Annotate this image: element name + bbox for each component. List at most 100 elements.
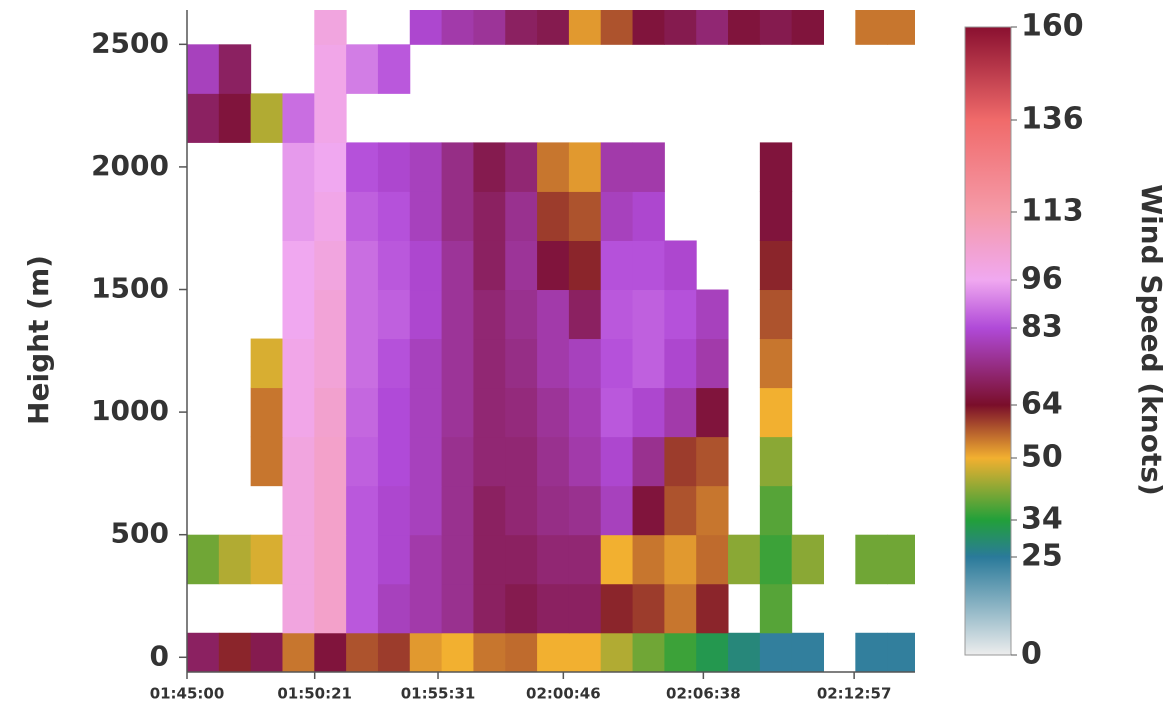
heatmap-cell bbox=[632, 485, 665, 536]
heatmap-cell bbox=[632, 142, 665, 192]
heatmap-cell bbox=[664, 240, 697, 291]
heatmap-cell bbox=[759, 338, 793, 389]
heatmap-cell bbox=[473, 436, 506, 487]
heatmap-cell bbox=[346, 485, 379, 536]
heatmap-cell bbox=[441, 338, 474, 389]
x-tick-label: 01:50:21 bbox=[277, 685, 352, 703]
colorbar-tick-label: 96 bbox=[1021, 262, 1063, 297]
heatmap-cell bbox=[664, 289, 697, 340]
heatmap-cell bbox=[568, 142, 602, 192]
heatmap-cell bbox=[314, 583, 347, 634]
heatmap-cell bbox=[282, 632, 315, 672]
heatmap-cell bbox=[537, 289, 570, 340]
heatmap-cell bbox=[696, 583, 729, 634]
heatmap-cell bbox=[314, 240, 347, 291]
x-tick-label: 01:55:31 bbox=[401, 685, 476, 703]
heatmap-cell bbox=[664, 10, 697, 45]
colorbar-tick-label: 113 bbox=[1021, 194, 1084, 229]
heatmap-cell bbox=[346, 632, 379, 672]
heatmap-cell bbox=[473, 142, 506, 192]
heatmap-cell bbox=[218, 44, 252, 94]
heatmap-cell bbox=[505, 240, 538, 291]
heatmap-cell bbox=[664, 583, 697, 634]
colorbar bbox=[964, 26, 1012, 656]
heatmap-cell bbox=[314, 142, 347, 192]
heatmap-cell bbox=[441, 485, 474, 536]
heatmap-cell bbox=[505, 632, 538, 672]
heatmap-cell bbox=[282, 436, 315, 487]
heatmap-cell bbox=[664, 632, 697, 672]
heatmap-cell bbox=[346, 240, 379, 291]
heatmap-cell bbox=[759, 632, 793, 672]
heatmap-cell bbox=[314, 289, 347, 340]
heatmap-cell bbox=[568, 191, 602, 241]
heatmap-cell bbox=[250, 338, 283, 389]
heatmap-cell bbox=[346, 289, 379, 340]
heatmap-cell bbox=[696, 10, 729, 45]
heatmap-cell bbox=[759, 142, 793, 192]
heatmap-cell bbox=[473, 485, 506, 536]
heatmap-cell bbox=[696, 436, 729, 487]
heatmap-cell bbox=[600, 485, 634, 536]
heatmap-cell bbox=[505, 191, 538, 241]
heatmap-cell bbox=[728, 10, 761, 45]
heatmap-cell bbox=[473, 387, 506, 438]
heatmap-cell bbox=[250, 632, 283, 672]
heatmap-cell bbox=[600, 289, 634, 340]
heatmap-cell bbox=[759, 10, 793, 45]
y-tick-label: 1500 bbox=[91, 272, 169, 305]
heatmap-cell bbox=[314, 191, 347, 241]
heatmap-cell bbox=[696, 632, 729, 672]
heatmap-cell bbox=[377, 387, 411, 438]
heatmap-cell bbox=[473, 10, 506, 45]
heatmap-cell bbox=[473, 338, 506, 389]
heatmap-cell bbox=[409, 436, 443, 487]
heatmap-cell bbox=[314, 485, 347, 536]
heatmap-cell bbox=[314, 436, 347, 487]
heatmap-cell bbox=[537, 632, 570, 672]
colorbar-label: Wind Speed (knots) bbox=[1135, 184, 1168, 496]
heatmap-cell bbox=[887, 632, 915, 672]
heatmap-cell bbox=[441, 583, 474, 634]
x-tick-label: 01:45:00 bbox=[150, 685, 225, 703]
heatmap-cell bbox=[377, 289, 411, 340]
heatmap bbox=[187, 10, 915, 672]
heatmap-cell bbox=[887, 10, 915, 45]
heatmap-cell bbox=[218, 534, 252, 585]
heatmap-cell bbox=[314, 632, 347, 672]
heatmap-cell bbox=[314, 44, 347, 94]
heatmap-cell bbox=[537, 338, 570, 389]
y-tick-label: 2500 bbox=[91, 26, 169, 59]
heatmap-cell bbox=[250, 387, 283, 438]
x-tick-label: 02:06:38 bbox=[666, 685, 741, 703]
heatmap-cell bbox=[441, 632, 474, 672]
heatmap-cell bbox=[568, 387, 602, 438]
heatmap-cell bbox=[346, 338, 379, 389]
colorbar-tick-label: 160 bbox=[1021, 9, 1084, 44]
heatmap-cell bbox=[632, 338, 665, 389]
heatmap-cell bbox=[187, 632, 220, 672]
heatmap-cell bbox=[377, 338, 411, 389]
heatmap-cell bbox=[568, 338, 602, 389]
y-axis-label: Height (m) bbox=[22, 255, 55, 425]
heatmap-cell bbox=[473, 240, 506, 291]
heatmap-cell bbox=[441, 240, 474, 291]
heatmap-cell bbox=[409, 191, 443, 241]
heatmap-cell bbox=[600, 632, 634, 672]
heatmap-cell bbox=[505, 289, 538, 340]
heatmap-cell bbox=[537, 485, 570, 536]
heatmap-cell bbox=[632, 583, 665, 634]
heatmap-cell bbox=[282, 534, 315, 585]
heatmap-cell bbox=[600, 534, 634, 585]
heatmap-cell bbox=[377, 142, 411, 192]
heatmap-cell bbox=[759, 240, 793, 291]
heatmap-cell bbox=[250, 93, 283, 143]
heatmap-cell bbox=[377, 240, 411, 291]
heatmap-cell bbox=[759, 289, 793, 340]
colorbar-tick-label: 136 bbox=[1021, 102, 1084, 137]
heatmap-cell bbox=[346, 583, 379, 634]
heatmap-cell bbox=[346, 142, 379, 192]
heatmap-cell bbox=[314, 534, 347, 585]
colorbar-tick-label: 50 bbox=[1021, 440, 1063, 475]
